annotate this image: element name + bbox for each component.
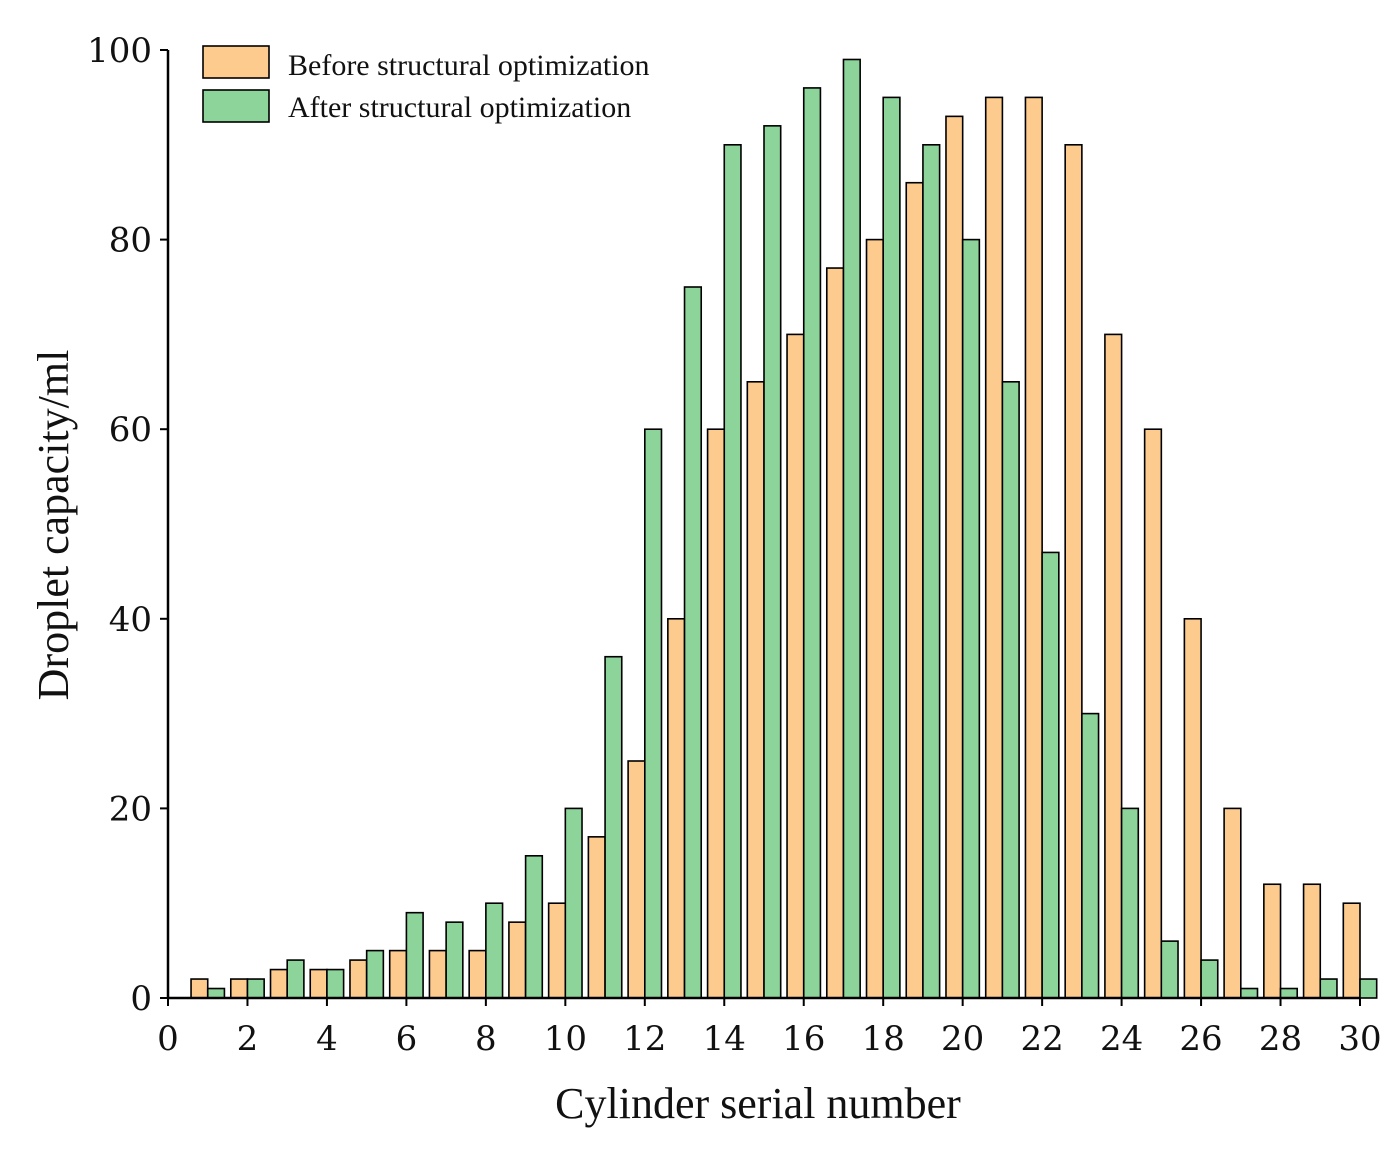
- x-tick-label: 6: [396, 1019, 418, 1059]
- bar-after-19: [922, 144, 941, 999]
- bar-before-3: [269, 968, 288, 999]
- y-tick-label: 80: [109, 221, 152, 261]
- bar-after-17: [842, 58, 861, 999]
- bar-after-12: [643, 428, 663, 999]
- bar-before-19: [905, 181, 924, 999]
- bar-after-3: [286, 959, 305, 999]
- bar-before-13: [667, 617, 686, 999]
- x-tick-label: 28: [1259, 1019, 1302, 1059]
- bar-after-8: [485, 902, 504, 999]
- bar-before-25: [1143, 428, 1163, 999]
- bar-after-4: [326, 968, 345, 999]
- bar-after-5: [365, 949, 385, 999]
- x-tick-label: 0: [157, 1019, 179, 1059]
- legend-swatch-after: [202, 89, 270, 123]
- bar-after-13: [683, 286, 703, 999]
- bar-before-8: [468, 949, 487, 999]
- x-tick-label: 22: [1021, 1019, 1064, 1059]
- bar-after-30: [1359, 978, 1378, 999]
- bar-before-10: [547, 902, 567, 999]
- y-tick-label: 20: [109, 789, 152, 829]
- bar-after-27: [1240, 987, 1259, 999]
- x-tick-label: 16: [782, 1019, 825, 1059]
- y-tick-label: 60: [109, 410, 152, 450]
- bar-after-22: [1041, 551, 1060, 999]
- bar-after-21: [1001, 380, 1020, 999]
- x-tick-label: 10: [544, 1019, 587, 1059]
- bar-before-9: [508, 921, 527, 999]
- bar-before-17: [825, 267, 845, 999]
- y-tick-label: 0: [130, 979, 152, 1019]
- bar-before-18: [865, 238, 885, 999]
- bar-after-15: [763, 125, 782, 999]
- y-tick-label: 40: [109, 600, 152, 640]
- bar-before-14: [706, 428, 726, 999]
- bar-before-16: [786, 333, 805, 999]
- x-tick-label: 14: [703, 1019, 746, 1059]
- bar-after-18: [882, 96, 901, 999]
- x-tick-label: 30: [1338, 1019, 1381, 1059]
- bar-before-11: [587, 836, 606, 999]
- x-tick-label: 20: [941, 1019, 984, 1059]
- bar-before-30: [1342, 902, 1361, 999]
- legend: Before structural optimization After str…: [202, 45, 650, 124]
- bar-before-6: [388, 949, 408, 999]
- x-tick-label: 4: [316, 1019, 338, 1059]
- bar-before-1: [190, 978, 209, 999]
- x-tick-label: 24: [1100, 1019, 1143, 1059]
- bar-before-23: [1064, 144, 1083, 999]
- bar-after-24: [1120, 807, 1140, 999]
- bar-after-6: [405, 911, 424, 999]
- bar-before-2: [229, 978, 249, 999]
- bar-before-29: [1302, 883, 1322, 999]
- x-tick-label: 2: [237, 1019, 259, 1059]
- bar-before-22: [1024, 96, 1043, 999]
- bar-before-4: [309, 968, 328, 999]
- y-axis-label: Droplet capacity/ml: [29, 350, 78, 701]
- bar-after-11: [604, 655, 623, 999]
- legend-label-after: After structural optimization: [288, 91, 631, 124]
- bar-after-16: [802, 87, 822, 999]
- bar-after-9: [524, 854, 544, 999]
- axes-layer: [166, 50, 1360, 1000]
- x-tick-label: 12: [623, 1019, 666, 1059]
- bar-before-20: [945, 115, 964, 999]
- bar-before-21: [984, 96, 1004, 999]
- bars-layer: [190, 58, 1378, 999]
- bar-after-1: [206, 987, 226, 999]
- bar-after-20: [961, 238, 981, 999]
- bar-before-27: [1223, 807, 1242, 999]
- x-tick-label: 8: [475, 1019, 497, 1059]
- x-axis-label: Cylinder serial number: [555, 1079, 961, 1128]
- bar-before-28: [1263, 883, 1282, 999]
- bar-before-5: [349, 959, 368, 999]
- bar-after-25: [1160, 940, 1179, 999]
- bar-after-29: [1319, 978, 1338, 999]
- bar-after-2: [246, 978, 265, 999]
- x-tick-label: 26: [1179, 1019, 1222, 1059]
- bar-after-7: [445, 921, 464, 999]
- bar-before-26: [1183, 617, 1202, 999]
- bar-after-23: [1081, 712, 1100, 999]
- bar-after-14: [723, 144, 742, 999]
- x-tick-label: 18: [862, 1019, 905, 1059]
- legend-swatch-before: [202, 45, 270, 79]
- bar-before-7: [428, 949, 447, 999]
- bar-before-24: [1104, 333, 1123, 999]
- legend-label-before: Before structural optimization: [288, 49, 650, 82]
- bar-before-15: [746, 380, 765, 999]
- bar-after-26: [1200, 959, 1219, 999]
- bar-after-28: [1279, 987, 1299, 999]
- bar-after-10: [564, 807, 583, 999]
- bar-before-12: [627, 760, 646, 999]
- y-tick-label: 100: [87, 31, 152, 71]
